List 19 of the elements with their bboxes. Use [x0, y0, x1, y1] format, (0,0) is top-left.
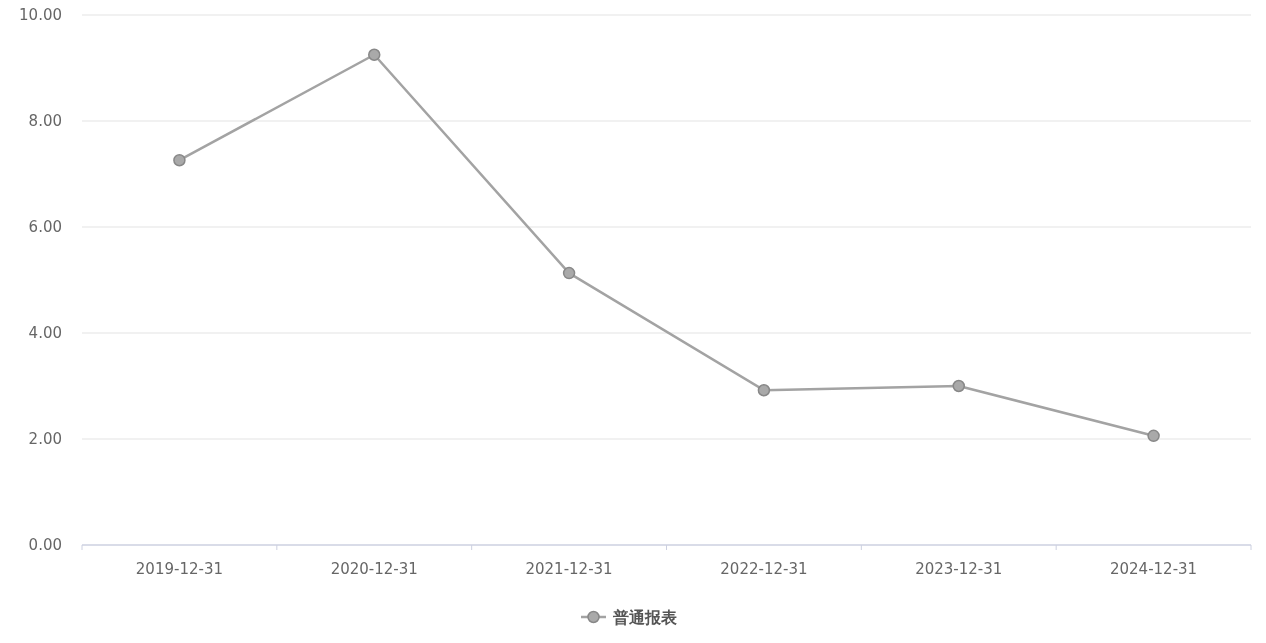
point [757, 383, 771, 397]
point [562, 266, 576, 280]
legend-label: 普通报表 [612, 608, 678, 627]
point [1147, 429, 1160, 443]
point [952, 379, 965, 393]
x-tick-label: 2020-12-31 [330, 560, 418, 578]
y-tick-label: 2.00 [28, 430, 62, 448]
point [173, 153, 186, 167]
x-tick-label: 2019-12-31 [135, 560, 224, 578]
y-tick-label: 10.00 [19, 6, 62, 24]
x-tick-label: 2023-12-31 [915, 560, 1003, 578]
y-tick-label: 0.00 [28, 536, 62, 554]
x-tick-label: 2024-12-31 [1109, 560, 1198, 578]
x-tick-label: 2021-12-31 [525, 560, 613, 578]
y-tick-label: 8.00 [28, 112, 62, 130]
y-tick-label: 6.00 [28, 218, 62, 236]
y-tick-label: 4.00 [28, 324, 62, 342]
x-tick-label: 2022-12-31 [720, 560, 808, 578]
point [368, 48, 381, 61]
